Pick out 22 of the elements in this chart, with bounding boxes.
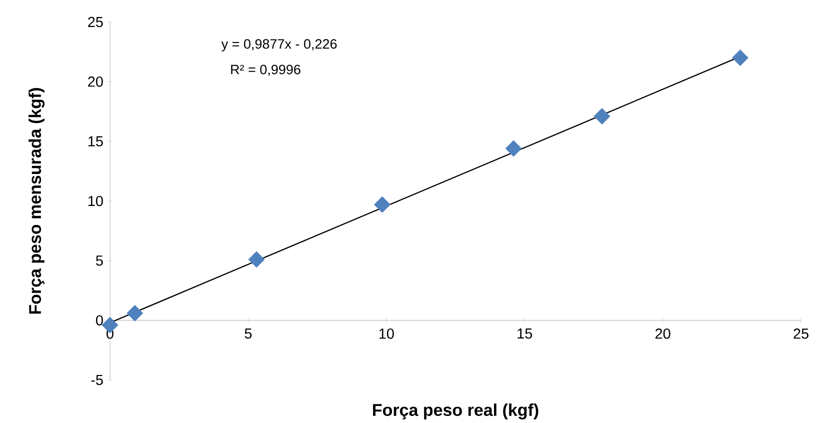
point [505, 140, 522, 157]
point [126, 305, 144, 322]
y-tick-label: -5 [91, 375, 103, 386]
annotation: R² = 0,9996 [231, 64, 300, 76]
y-tick-label: 25 [88, 16, 103, 28]
y-tick-label: 15 [88, 136, 103, 147]
point [248, 251, 265, 268]
point [732, 50, 748, 66]
y-axis-title: Força peso mensurada (kgf) [28, 88, 44, 314]
y-tick-label: 10 [88, 196, 103, 206]
x-tick-label: 5 [244, 328, 252, 339]
y-tick-label: 5 [96, 256, 103, 266]
x-tick-label: 10 [379, 328, 394, 339]
x-axis-title: Força peso real (kgf) [373, 404, 538, 420]
y-tick-label: 0 [96, 315, 103, 326]
x-tick-label: 25 [794, 328, 808, 339]
x-tick-label: 15 [518, 328, 532, 339]
annotation: y = 0,9877x - 0,226 [221, 39, 337, 52]
point [374, 196, 391, 213]
y-tick-label: 20 [88, 76, 103, 87]
x-tick-label: 20 [655, 328, 670, 339]
point [594, 108, 610, 125]
